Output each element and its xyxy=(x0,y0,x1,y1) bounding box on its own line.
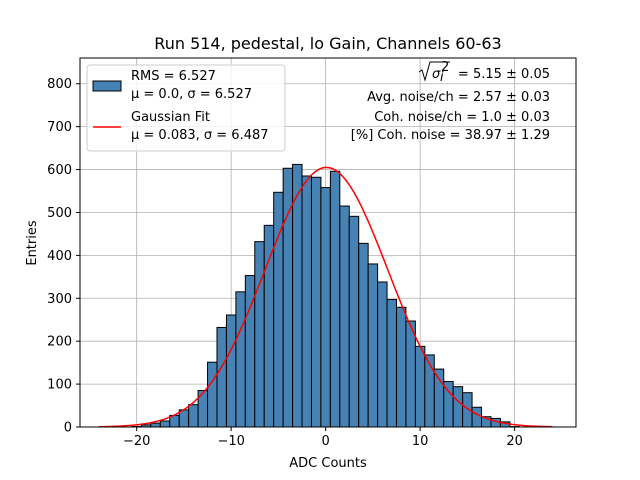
plot-frame xyxy=(79,57,577,428)
y-tick-label: 300 xyxy=(47,292,72,307)
y-tick-label: 100 xyxy=(47,378,72,393)
histogram-bar xyxy=(301,175,312,428)
x-tick-label: 10 xyxy=(412,434,429,449)
histogram-bar xyxy=(367,263,379,428)
legend-hist-line1: RMS = 6.527 xyxy=(131,69,216,84)
histogram-bar xyxy=(188,404,199,428)
x-tick-label: −20 xyxy=(123,434,150,449)
y-tick-label: 200 xyxy=(47,335,72,350)
histogram-bar xyxy=(395,306,407,428)
histogram-bar xyxy=(225,314,237,428)
stat-sigma-value: = 5.15 ± 0.05 xyxy=(458,67,550,82)
y-tick-label: 700 xyxy=(47,120,72,135)
y-tick-label: 0 xyxy=(64,421,72,436)
histogram-bar xyxy=(386,299,397,428)
histogram-bar xyxy=(424,354,435,428)
histogram-bar xyxy=(216,326,227,428)
y-tick-label: 400 xyxy=(47,249,72,264)
histogram-bar xyxy=(405,320,416,428)
y-tick-label: 600 xyxy=(47,163,72,178)
x-axis: −20 −10 0 10 20 xyxy=(123,427,523,449)
histogram-bar xyxy=(235,291,246,428)
y-tick-label: 800 xyxy=(47,77,72,92)
histogram-bar xyxy=(471,406,483,428)
gaussian-fit xyxy=(98,166,553,428)
histogram-bar xyxy=(320,187,331,428)
histogram-bar xyxy=(207,361,218,428)
legend: RMS = 6.527 μ = 0.0, σ = 6.527 Gaussian … xyxy=(86,64,286,152)
stat-sigma-symbol: σ xyxy=(432,67,441,82)
histogram-bar xyxy=(348,215,360,428)
stat-sigma-subscript: i xyxy=(440,70,444,85)
histogram-bar xyxy=(339,205,350,428)
chart-title: Run 514, pedestal, lo Gain, Channels 60-… xyxy=(154,34,501,53)
sqrt-radical xyxy=(418,61,450,82)
legend-patch-swatch xyxy=(92,80,122,92)
y-tick-label: 500 xyxy=(47,206,72,221)
stat-coh-noise: Coh. noise/ch = 1.0 ± 0.03 xyxy=(374,110,550,125)
histogram-bar xyxy=(310,176,322,428)
histogram-bar xyxy=(329,170,341,428)
stat-coh-noise-percent: [%] Coh. noise = 38.97 ± 1.29 xyxy=(351,128,550,143)
histogram-bar xyxy=(377,281,388,428)
histogram-bar xyxy=(414,345,426,428)
y-axis-label: Entries xyxy=(25,220,40,266)
legend-fit-line1: Gaussian Fit xyxy=(131,110,210,125)
histogram-bar xyxy=(292,163,303,428)
histogram-bar xyxy=(150,422,161,428)
histogram-bar xyxy=(254,241,265,428)
legend-frame xyxy=(86,64,286,152)
x-tick-label: 20 xyxy=(506,434,523,449)
histogram-bar xyxy=(263,224,275,428)
histogram-bars xyxy=(131,163,520,428)
x-tick-label: −10 xyxy=(217,434,244,449)
histogram-bar xyxy=(358,242,369,428)
legend-fit-line2: μ = 0.083, σ = 6.487 xyxy=(131,128,269,143)
x-axis-label: ADC Counts xyxy=(289,456,367,471)
y-axis: 0 100 200 300 400 500 600 700 800 xyxy=(47,77,80,436)
stats-annotations: σ i 2 = 5.15 ± 0.05 Avg. noise/ch = 2.57… xyxy=(351,60,550,143)
histogram-bar xyxy=(159,420,171,428)
legend-hist-line2: μ = 0.0, σ = 6.527 xyxy=(131,87,252,102)
x-tick-label: 0 xyxy=(321,434,329,449)
stat-sigma-superscript: 2 xyxy=(441,60,449,75)
gaussian-fit-curve xyxy=(98,166,553,428)
stat-avg-noise: Avg. noise/ch = 2.57 ± 0.03 xyxy=(367,90,550,105)
histogram-bar xyxy=(452,386,464,428)
